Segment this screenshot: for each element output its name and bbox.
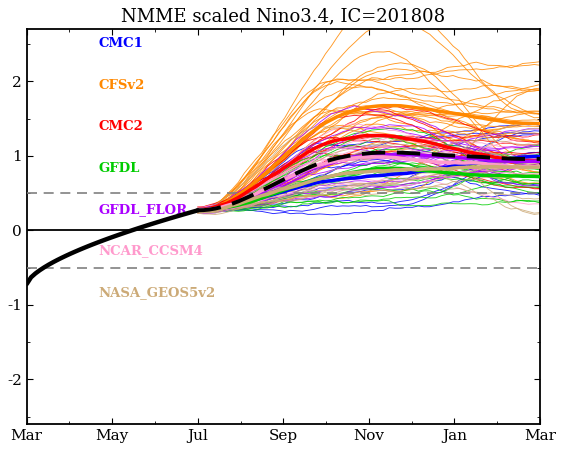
Text: CFSv2: CFSv2 — [99, 79, 145, 92]
Text: NASA_GEOS5v2: NASA_GEOS5v2 — [99, 286, 216, 299]
Text: CMC1: CMC1 — [99, 37, 144, 50]
Text: NCAR_CCSM4: NCAR_CCSM4 — [99, 244, 203, 257]
Text: GFDL_FLOR: GFDL_FLOR — [99, 203, 187, 216]
Text: GFDL: GFDL — [99, 162, 140, 175]
Text: CMC2: CMC2 — [99, 120, 144, 133]
Title: NMME scaled Nino3.4, IC=201808: NMME scaled Nino3.4, IC=201808 — [121, 7, 445, 25]
